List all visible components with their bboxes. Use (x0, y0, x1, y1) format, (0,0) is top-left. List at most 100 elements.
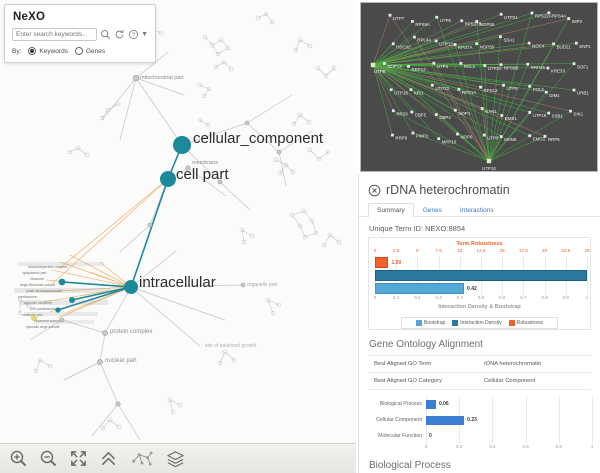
network-node-label[interactable]: UTP15 (533, 113, 547, 118)
network-node-label[interactable]: NOP56 (480, 22, 495, 27)
network-node-label[interactable]: KRI1 (414, 90, 424, 95)
network-node[interactable] (479, 85, 482, 89)
network-node[interactable] (370, 62, 376, 68)
network-node-label[interactable]: UTP10 (482, 166, 496, 171)
network-node-label[interactable]: POL5 (533, 87, 545, 92)
network-node-label[interactable]: RRP45 (531, 65, 546, 70)
network-node-label[interactable]: NOP6 (460, 135, 473, 140)
network-node-label[interactable]: SIK1 (574, 112, 584, 117)
network-node-label[interactable]: RPL4A (417, 38, 431, 43)
network-node[interactable] (572, 62, 576, 66)
network-node-label[interactable]: UTP6 (440, 18, 452, 23)
network-node[interactable] (391, 42, 395, 46)
network-node[interactable] (410, 110, 414, 114)
zoom-in-icon[interactable] (9, 449, 28, 468)
network-node[interactable] (475, 42, 479, 46)
network-node-label[interactable]: CBF5 (415, 113, 427, 118)
radio-genes-label[interactable]: Genes (85, 47, 106, 55)
fit-screen-icon[interactable] (69, 449, 88, 468)
network-node-label[interactable]: UTP21 (504, 15, 518, 20)
network-node-label[interactable]: SSB1 (552, 114, 564, 119)
radio-keywords[interactable] (28, 47, 37, 55)
network-node-label[interactable]: UTP8 (487, 136, 499, 141)
radio-genes[interactable] (74, 47, 83, 55)
network-node[interactable] (567, 17, 571, 20)
network-node-label[interactable]: RPS22A (535, 14, 552, 19)
network-node-label[interactable]: HSC82 (396, 44, 411, 49)
network-node[interactable] (499, 63, 503, 67)
search-input[interactable] (12, 28, 98, 41)
search-panel[interactable]: NeXO ? ▼ By: Keywo (4, 4, 156, 63)
network-node[interactable] (382, 62, 386, 65)
network-node[interactable] (546, 66, 550, 70)
help-icon[interactable]: ? (128, 29, 139, 40)
network-icon[interactable] (129, 449, 155, 468)
network-node[interactable] (552, 42, 556, 46)
network-node[interactable] (572, 88, 576, 92)
tree-toolbar[interactable] (0, 443, 356, 473)
network-node-label[interactable]: UTP13 (439, 42, 453, 47)
network-node-label[interactable]: RPS13 (484, 88, 498, 93)
network-node[interactable] (500, 114, 504, 117)
network-node-label[interactable]: RPS6 (396, 111, 408, 116)
node-label-organelle-part[interactable]: organelle part (247, 282, 278, 288)
tab-summary[interactable]: Summary (368, 203, 414, 217)
double-chevron-up-icon[interactable] (99, 449, 118, 468)
network-node-label[interactable]: UTP4 (437, 64, 449, 69)
network-node[interactable] (544, 90, 548, 94)
network-node[interactable] (459, 61, 463, 65)
network-node[interactable] (499, 135, 503, 138)
network-node-label[interactable]: IMP3 (572, 19, 583, 24)
network-node-label[interactable]: UTP9 (374, 69, 386, 74)
network-node-label[interactable]: SOF1 (577, 64, 589, 69)
network-node-label[interactable]: UTP22 (435, 86, 449, 91)
gene-network-panel[interactable]: UTP7 RPS8A UTP6 RPS17B NOP56 UTP21 RPS22A RPS4A… (360, 2, 598, 172)
network-node-label[interactable]: RPS8A (415, 22, 429, 27)
network-node[interactable] (482, 133, 486, 137)
network-node[interactable] (475, 20, 479, 23)
network-node-label[interactable]: NAN1 (485, 109, 497, 114)
network-node[interactable] (432, 61, 436, 65)
network-node[interactable] (483, 64, 487, 67)
network-node-label[interactable]: RPS1A (462, 90, 476, 95)
network-node-label[interactable]: RPS9B (504, 65, 518, 70)
network-node-label[interactable]: DIM1 (549, 93, 560, 98)
network-node[interactable] (411, 19, 414, 23)
network-node[interactable] (391, 109, 395, 113)
network-node[interactable] (574, 41, 578, 45)
network-node[interactable] (391, 133, 394, 137)
node-label-mitochondrial-part[interactable]: mitochondrial part (140, 75, 184, 81)
node-label-membrane[interactable]: membrane (192, 160, 219, 166)
detail-tabs[interactable]: Summary Genes Interactions (359, 202, 600, 217)
network-node[interactable] (409, 88, 413, 92)
network-node-label[interactable]: UTP18 (394, 90, 408, 95)
network-node[interactable] (528, 84, 532, 88)
network-node[interactable] (413, 35, 416, 39)
network-node-label[interactable]: EMG1 (533, 136, 546, 141)
network-node-label[interactable]: RPS4A (552, 13, 566, 18)
network-node-label[interactable]: RCL1 (464, 64, 476, 69)
node-label-cellular-component[interactable]: cellular_component (193, 130, 324, 147)
network-node[interactable] (526, 62, 530, 66)
network-node-label[interactable]: PWP2 (416, 134, 429, 139)
network-node[interactable] (486, 158, 492, 164)
network-node[interactable] (547, 11, 551, 15)
tab-interactions[interactable]: Interactions (459, 207, 494, 214)
network-node[interactable] (457, 87, 461, 91)
network-node[interactable] (569, 109, 572, 113)
network-node[interactable] (499, 35, 502, 39)
network-node[interactable] (437, 137, 441, 141)
network-node-label[interactable]: KRE33 (551, 69, 565, 74)
network-node[interactable] (434, 39, 438, 43)
tab-genes[interactable]: Genes (422, 207, 442, 214)
network-node-label[interactable]: MSN5 (504, 137, 517, 142)
network-node[interactable] (456, 132, 459, 136)
network-node-label[interactable]: DBP2 (439, 115, 451, 120)
zoom-out-icon[interactable] (39, 449, 58, 468)
chevron-down-icon[interactable]: ▼ (141, 31, 148, 38)
network-node-label[interactable]: UTP7 (393, 16, 405, 21)
network-node-label[interactable]: NOP14 (387, 64, 402, 69)
network-node-label[interactable]: RRP9 (395, 136, 407, 141)
network-node-label[interactable]: BUD21 (557, 44, 572, 49)
